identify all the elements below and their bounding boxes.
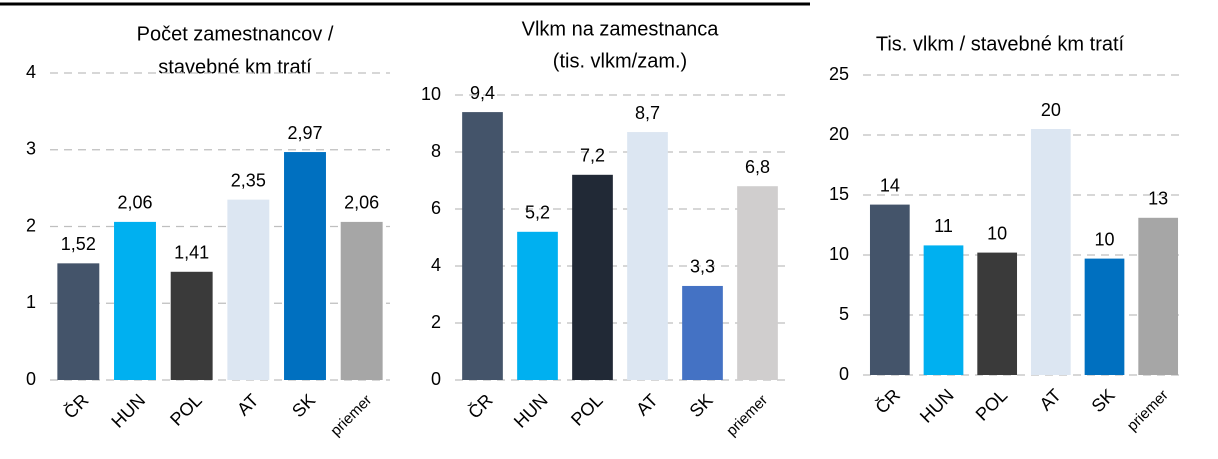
y-tick-label: 15 [829, 184, 849, 204]
y-tick-label: 6 [431, 198, 441, 218]
x-tick-label: SK [288, 390, 319, 421]
data-label: 3,3 [690, 257, 715, 277]
bar [1138, 217, 1179, 375]
y-tick-label: 10 [829, 244, 849, 264]
y-tick-label: 10 [421, 84, 441, 104]
bar [340, 221, 383, 380]
chart-title: Tis. vlkm / stavebné km tratí [876, 33, 1125, 55]
bar [682, 285, 723, 380]
x-tick-label: ČR [871, 384, 904, 417]
bar [114, 221, 156, 380]
x-tick-label: AT [632, 390, 661, 419]
data-label: 10 [987, 223, 1007, 243]
data-label: 1,41 [174, 243, 209, 263]
x-tick-label: AT [233, 390, 262, 419]
data-label: 5,2 [525, 203, 550, 223]
y-tick-label: 4 [431, 255, 441, 275]
bar [284, 152, 326, 380]
x-tick-label: AT [1036, 385, 1065, 414]
y-tick-label: 2 [26, 215, 36, 235]
y-tick-label: 3 [26, 139, 36, 159]
data-label: 8,7 [635, 103, 660, 123]
data-label: 14 [880, 175, 900, 195]
bar [572, 174, 613, 380]
y-tick-label: 2 [431, 312, 441, 332]
x-tick-label: POL [972, 385, 1012, 425]
data-label: 1,52 [61, 234, 96, 254]
data-label: 9,4 [470, 83, 495, 103]
y-tick-label: 8 [431, 141, 441, 161]
bar [57, 263, 100, 380]
x-tick-label: HUN [107, 390, 149, 432]
x-tick-label: HUN [916, 385, 958, 427]
bar [517, 231, 558, 380]
y-tick-label: 0 [26, 369, 36, 389]
y-tick-label: 20 [829, 124, 849, 144]
y-tick-label: 25 [829, 64, 849, 84]
x-tick-label: ČR [59, 389, 92, 422]
bar [462, 112, 503, 380]
bar [627, 132, 668, 380]
chart-title: Počet zamestnancov / [137, 23, 334, 45]
x-tick-label: priemer [1124, 387, 1172, 435]
y-tick-label: 5 [839, 304, 849, 324]
data-label: 6,8 [745, 157, 770, 177]
data-label: 2,06 [344, 193, 379, 213]
x-tick-label: SK [1088, 385, 1119, 416]
x-tick-label: SK [686, 390, 717, 421]
x-tick-label: POL [166, 390, 206, 430]
y-tick-label: 1 [26, 292, 36, 312]
chart-title: stavebné km tratí [158, 56, 312, 78]
x-tick-label: priemer [327, 392, 375, 440]
chart-title: Vlkm na zamestnanca [522, 18, 720, 40]
x-tick-label: HUN [510, 390, 552, 432]
bar [227, 199, 270, 380]
data-label: 11 [934, 216, 953, 236]
data-label: 20 [1041, 100, 1061, 120]
bar [923, 245, 964, 375]
y-tick-label: 0 [431, 369, 441, 389]
data-label: 10 [1094, 229, 1114, 249]
data-label: 7,2 [580, 146, 605, 166]
bar [737, 186, 778, 380]
bar [977, 252, 1018, 375]
bar [170, 271, 213, 380]
x-tick-label: priemer [723, 392, 771, 440]
data-label: 13 [1148, 189, 1168, 209]
bar [869, 204, 910, 375]
data-label: 2,06 [117, 193, 152, 213]
data-label: 2,35 [231, 170, 266, 190]
y-tick-label: 0 [839, 364, 849, 384]
y-tick-label: 4 [26, 62, 36, 82]
data-label: 2,97 [287, 123, 322, 143]
chart-title: (tis. vlkm/zam.) [553, 50, 687, 72]
x-tick-label: POL [567, 390, 607, 430]
x-tick-label: ČR [463, 389, 496, 422]
bar [1084, 258, 1125, 375]
bar [1030, 129, 1071, 375]
